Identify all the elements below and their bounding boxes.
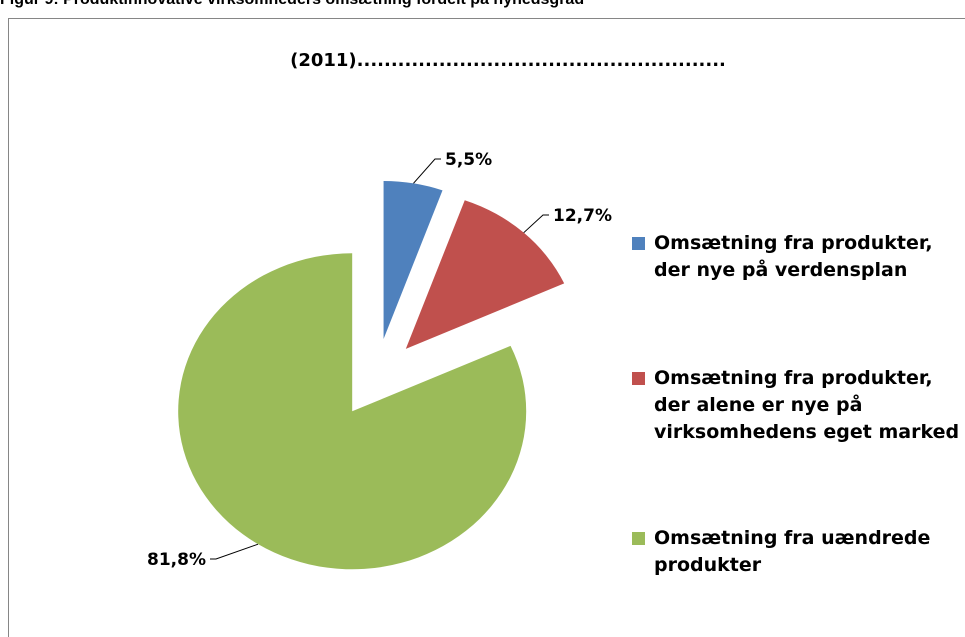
legend-swatch (632, 532, 645, 545)
leader-line (413, 158, 441, 184)
legend-swatch (632, 237, 645, 250)
legend-item: Omsætning fra produkter, der nye på verd… (632, 230, 962, 284)
leader-line (523, 214, 549, 234)
chart-title: Figur 9: Produktinnovative virksomheders… (0, 0, 584, 9)
pie-slice (178, 253, 527, 570)
chart-frame (8, 18, 965, 637)
legend-label: Omsætning fra produkter, der nye på verd… (654, 232, 933, 281)
legend-swatch (632, 372, 645, 385)
legend-label: Omsætning fra uændrede produkter (654, 527, 931, 576)
data-label: 5,5% (445, 150, 492, 170)
data-label: 12,7% (553, 206, 612, 226)
pie-slice (405, 200, 565, 349)
pie-slice (383, 180, 443, 339)
data-label: 81,8% (147, 550, 206, 570)
chart-subtitle: (2011)..................................… (290, 50, 726, 71)
legend-item: Omsætning fra produkter, der alene er ny… (632, 365, 962, 446)
legend-item: Omsætning fra uændrede produkter (632, 525, 962, 579)
legend-label: Omsætning fra produkter, der alene er ny… (654, 367, 960, 443)
leader-line (210, 543, 259, 560)
